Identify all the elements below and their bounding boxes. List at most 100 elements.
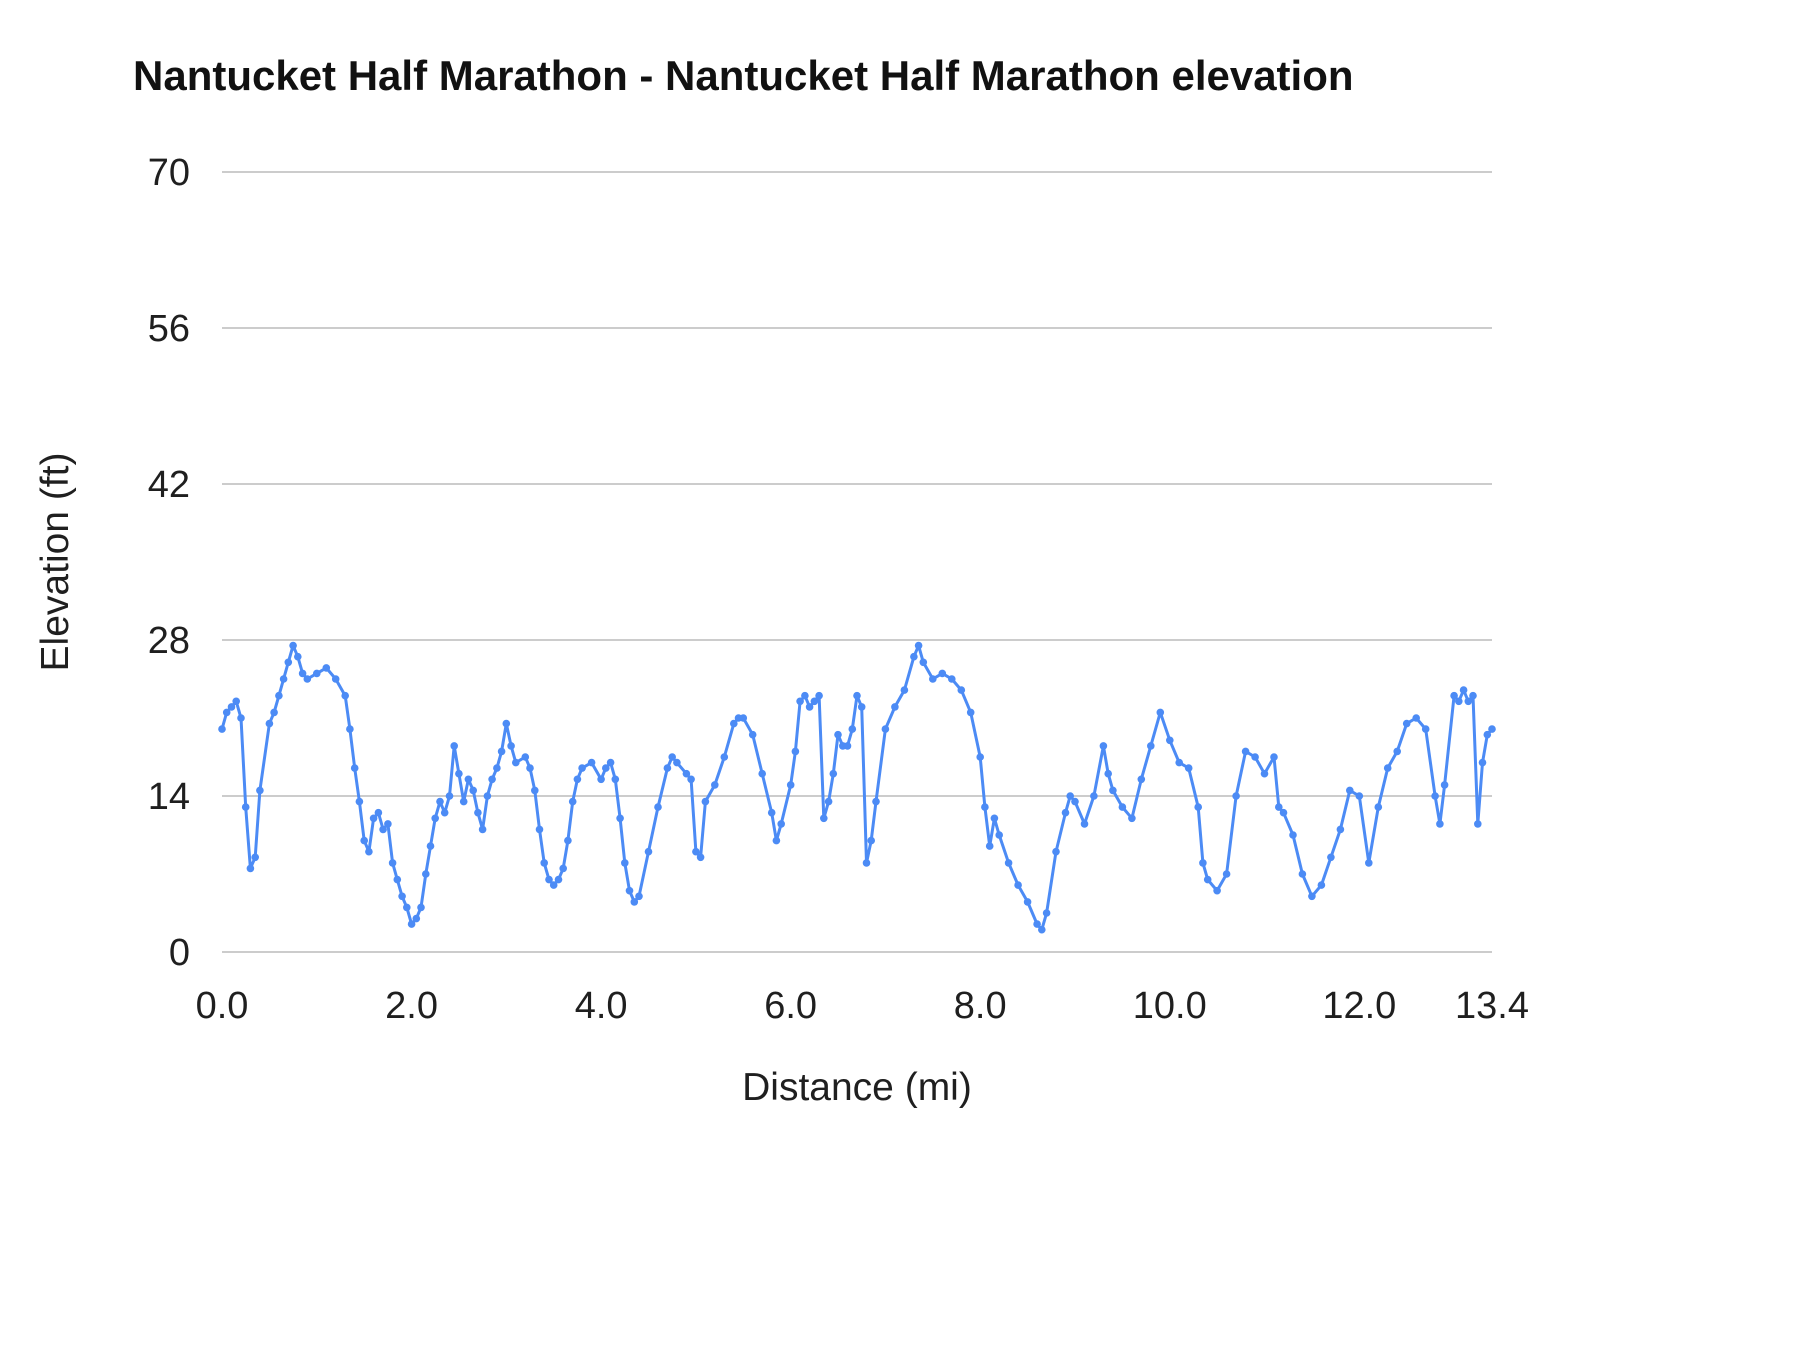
data-point-marker bbox=[829, 769, 838, 778]
data-point-marker bbox=[1023, 898, 1032, 906]
data-point-marker bbox=[1080, 820, 1089, 828]
data-point-marker bbox=[611, 775, 620, 784]
data-point-marker bbox=[388, 859, 397, 867]
x-tick-label: 0.0 bbox=[196, 985, 249, 1027]
data-point-marker bbox=[682, 769, 691, 778]
data-point-marker bbox=[663, 764, 672, 772]
data-point-marker bbox=[1061, 808, 1070, 817]
data-point-marker bbox=[303, 675, 312, 683]
y-tick-label: 42 bbox=[148, 464, 190, 506]
data-point-marker bbox=[929, 675, 937, 683]
data-point-marker bbox=[739, 714, 748, 722]
data-point-marker bbox=[1213, 886, 1221, 895]
data-point-marker bbox=[488, 775, 496, 784]
data-point-marker bbox=[872, 797, 880, 806]
data-point-marker bbox=[587, 758, 596, 767]
data-point-marker bbox=[597, 775, 605, 784]
data-point-marker bbox=[966, 708, 975, 717]
x-tick-label: 13.4 bbox=[1455, 985, 1529, 1027]
data-point-marker bbox=[564, 836, 572, 845]
data-point-marker bbox=[1251, 753, 1259, 761]
data-point-marker bbox=[616, 814, 624, 823]
data-point-marker bbox=[767, 808, 776, 817]
data-point-marker bbox=[294, 652, 302, 661]
data-point-marker bbox=[1270, 753, 1278, 761]
data-point-marker bbox=[1184, 764, 1193, 772]
data-point-marker bbox=[1033, 920, 1041, 928]
data-point-marker bbox=[914, 641, 923, 650]
data-point-marker bbox=[1431, 792, 1439, 800]
x-tick-label: 4.0 bbox=[575, 985, 628, 1027]
data-point-marker bbox=[606, 758, 615, 767]
data-point-marker bbox=[1450, 691, 1458, 700]
data-point-marker bbox=[1488, 725, 1496, 733]
data-point-marker bbox=[1118, 803, 1127, 811]
data-point-marker bbox=[218, 725, 226, 733]
y-tick-label: 70 bbox=[148, 152, 190, 194]
data-point-marker bbox=[985, 842, 994, 850]
data-point-marker bbox=[957, 686, 966, 694]
data-point-marker bbox=[298, 669, 307, 678]
data-point-marker bbox=[469, 786, 478, 795]
data-point-marker bbox=[1317, 881, 1326, 889]
data-point-marker bbox=[559, 864, 567, 873]
tick-layer: 0 14 28 42 56 70 0.0 2.0 4.0 6.0 8.0 10.0 12.0 13.4 bbox=[148, 152, 1529, 1027]
data-point-marker bbox=[786, 781, 795, 789]
data-point-marker bbox=[981, 803, 989, 811]
data-point-marker bbox=[341, 691, 350, 700]
data-point-marker bbox=[1038, 925, 1046, 934]
data-point-marker bbox=[881, 725, 890, 733]
data-point-marker bbox=[791, 747, 800, 756]
data-point-marker bbox=[796, 697, 804, 706]
data-point-marker bbox=[355, 797, 364, 806]
data-point-marker bbox=[346, 725, 354, 733]
data-point-marker bbox=[393, 875, 402, 884]
data-point-marker bbox=[777, 820, 785, 828]
x-tick-label: 10.0 bbox=[1133, 985, 1207, 1027]
data-point-marker bbox=[227, 703, 236, 711]
data-point-marker bbox=[730, 719, 738, 728]
data-point-marker bbox=[436, 797, 444, 806]
data-point-marker bbox=[990, 814, 999, 823]
data-point-marker bbox=[668, 753, 676, 761]
data-point-marker bbox=[502, 719, 511, 728]
data-point-marker bbox=[1436, 820, 1444, 828]
data-point-marker bbox=[1346, 786, 1354, 795]
data-point-marker bbox=[289, 641, 297, 650]
data-point-marker bbox=[232, 697, 240, 706]
grid-layer bbox=[222, 171, 1492, 953]
data-point-marker bbox=[398, 892, 406, 901]
data-point-marker bbox=[900, 686, 909, 694]
data-point-marker bbox=[1383, 764, 1392, 772]
data-point-marker bbox=[976, 753, 984, 761]
data-point-marker bbox=[1336, 825, 1345, 834]
data-point-marker bbox=[493, 764, 501, 772]
data-point-marker bbox=[1260, 769, 1269, 778]
data-point-marker bbox=[1052, 847, 1060, 856]
chart-title: Nantucket Half Marathon - Nantucket Half… bbox=[133, 52, 1354, 99]
data-point-marker bbox=[512, 758, 520, 767]
data-point-marker bbox=[772, 836, 781, 845]
data-point-marker bbox=[621, 859, 629, 867]
data-point-marker bbox=[948, 675, 956, 683]
data-point-marker bbox=[1298, 870, 1307, 878]
data-point-marker bbox=[545, 875, 553, 884]
data-point-marker bbox=[815, 691, 823, 700]
data-point-marker bbox=[568, 797, 577, 806]
data-point-marker bbox=[1203, 875, 1212, 884]
data-point-marker bbox=[270, 708, 278, 717]
data-point-marker bbox=[1483, 730, 1492, 739]
data-point-marker bbox=[1327, 853, 1335, 862]
data-point-marker bbox=[455, 769, 463, 778]
data-point-marker bbox=[1421, 725, 1430, 733]
data-point-marker bbox=[426, 842, 435, 850]
data-point-marker bbox=[1459, 686, 1468, 694]
data-point-marker bbox=[720, 753, 729, 761]
data-point-marker bbox=[1478, 758, 1487, 767]
data-point-marker bbox=[1440, 781, 1449, 789]
y-tick-label: 56 bbox=[148, 308, 190, 350]
elevation-line bbox=[220, 644, 1494, 932]
data-point-marker bbox=[1464, 697, 1473, 706]
data-point-marker bbox=[540, 859, 548, 867]
data-point-marker bbox=[824, 797, 833, 806]
